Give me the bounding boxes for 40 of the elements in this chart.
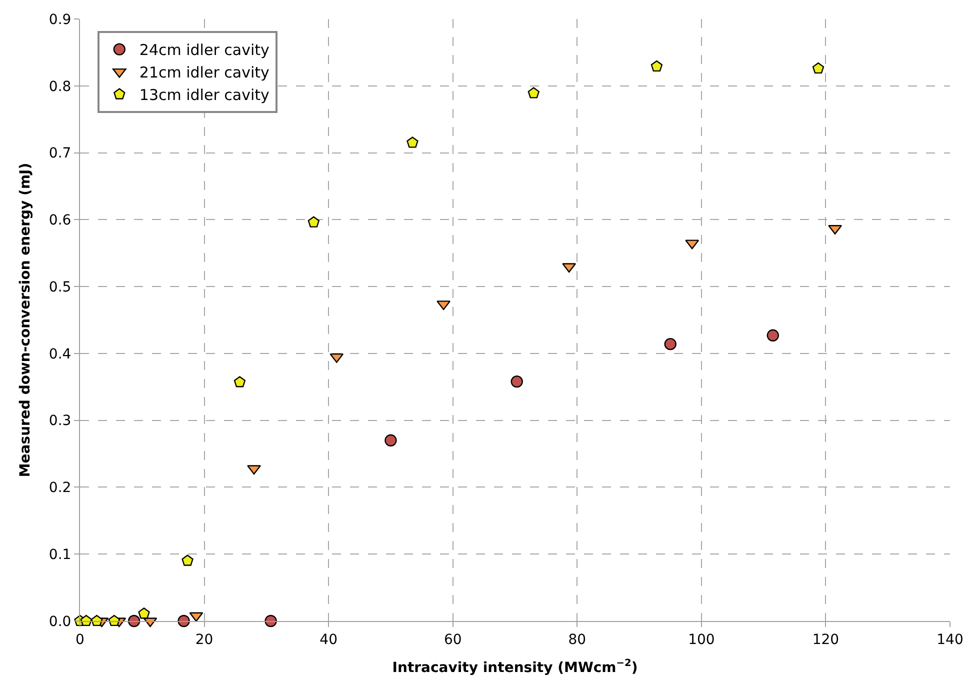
legend-label: 13cm idler cavity <box>139 86 270 104</box>
point <box>182 554 194 566</box>
y-tick-label: 0.4 <box>48 346 72 362</box>
point <box>90 614 103 626</box>
y-tick-label: 0.3 <box>48 413 72 430</box>
y-tick-label: 0.8 <box>48 78 72 95</box>
point <box>406 136 418 148</box>
point <box>128 614 140 628</box>
legend-label: 24cm idler cavity <box>139 41 270 60</box>
x-tick-label: 40 <box>320 632 338 648</box>
point <box>178 614 190 628</box>
point <box>234 376 246 388</box>
point <box>650 60 663 72</box>
x-tick-label: 0 <box>76 632 84 648</box>
y-tick-label: 0.7 <box>48 146 72 162</box>
point <box>528 87 540 98</box>
point <box>384 434 397 446</box>
point <box>664 338 676 350</box>
point <box>308 216 320 228</box>
x-tick-label: 120 <box>812 632 840 648</box>
y-tick-label: 0.9 <box>48 12 72 28</box>
point <box>812 62 824 74</box>
point <box>264 614 277 628</box>
point <box>138 608 150 619</box>
x-tick-label: 20 <box>195 632 214 648</box>
legend-label: 21cm idler cavity <box>139 64 270 82</box>
x-tick-label: 140 <box>936 632 964 648</box>
point <box>247 465 261 475</box>
point <box>510 375 523 388</box>
x-axis-title: Intracavity intensity (MWcm$^{−2}$) <box>392 658 638 676</box>
y-tick-label: 0.1 <box>48 547 72 564</box>
point <box>766 329 779 342</box>
y-tick-label: 0.5 <box>48 279 72 296</box>
x-tick-label: 80 <box>568 632 586 648</box>
y-axis-title: Measured down-conversion energy (mJ) <box>18 162 34 478</box>
x-tick-label: 60 <box>444 632 462 648</box>
y-tick-label: 0.0 <box>48 614 72 630</box>
y-tick-label: 0.6 <box>48 212 72 229</box>
x-tick-label: 100 <box>688 632 715 648</box>
y-tick-label: 0.2 <box>48 480 72 496</box>
